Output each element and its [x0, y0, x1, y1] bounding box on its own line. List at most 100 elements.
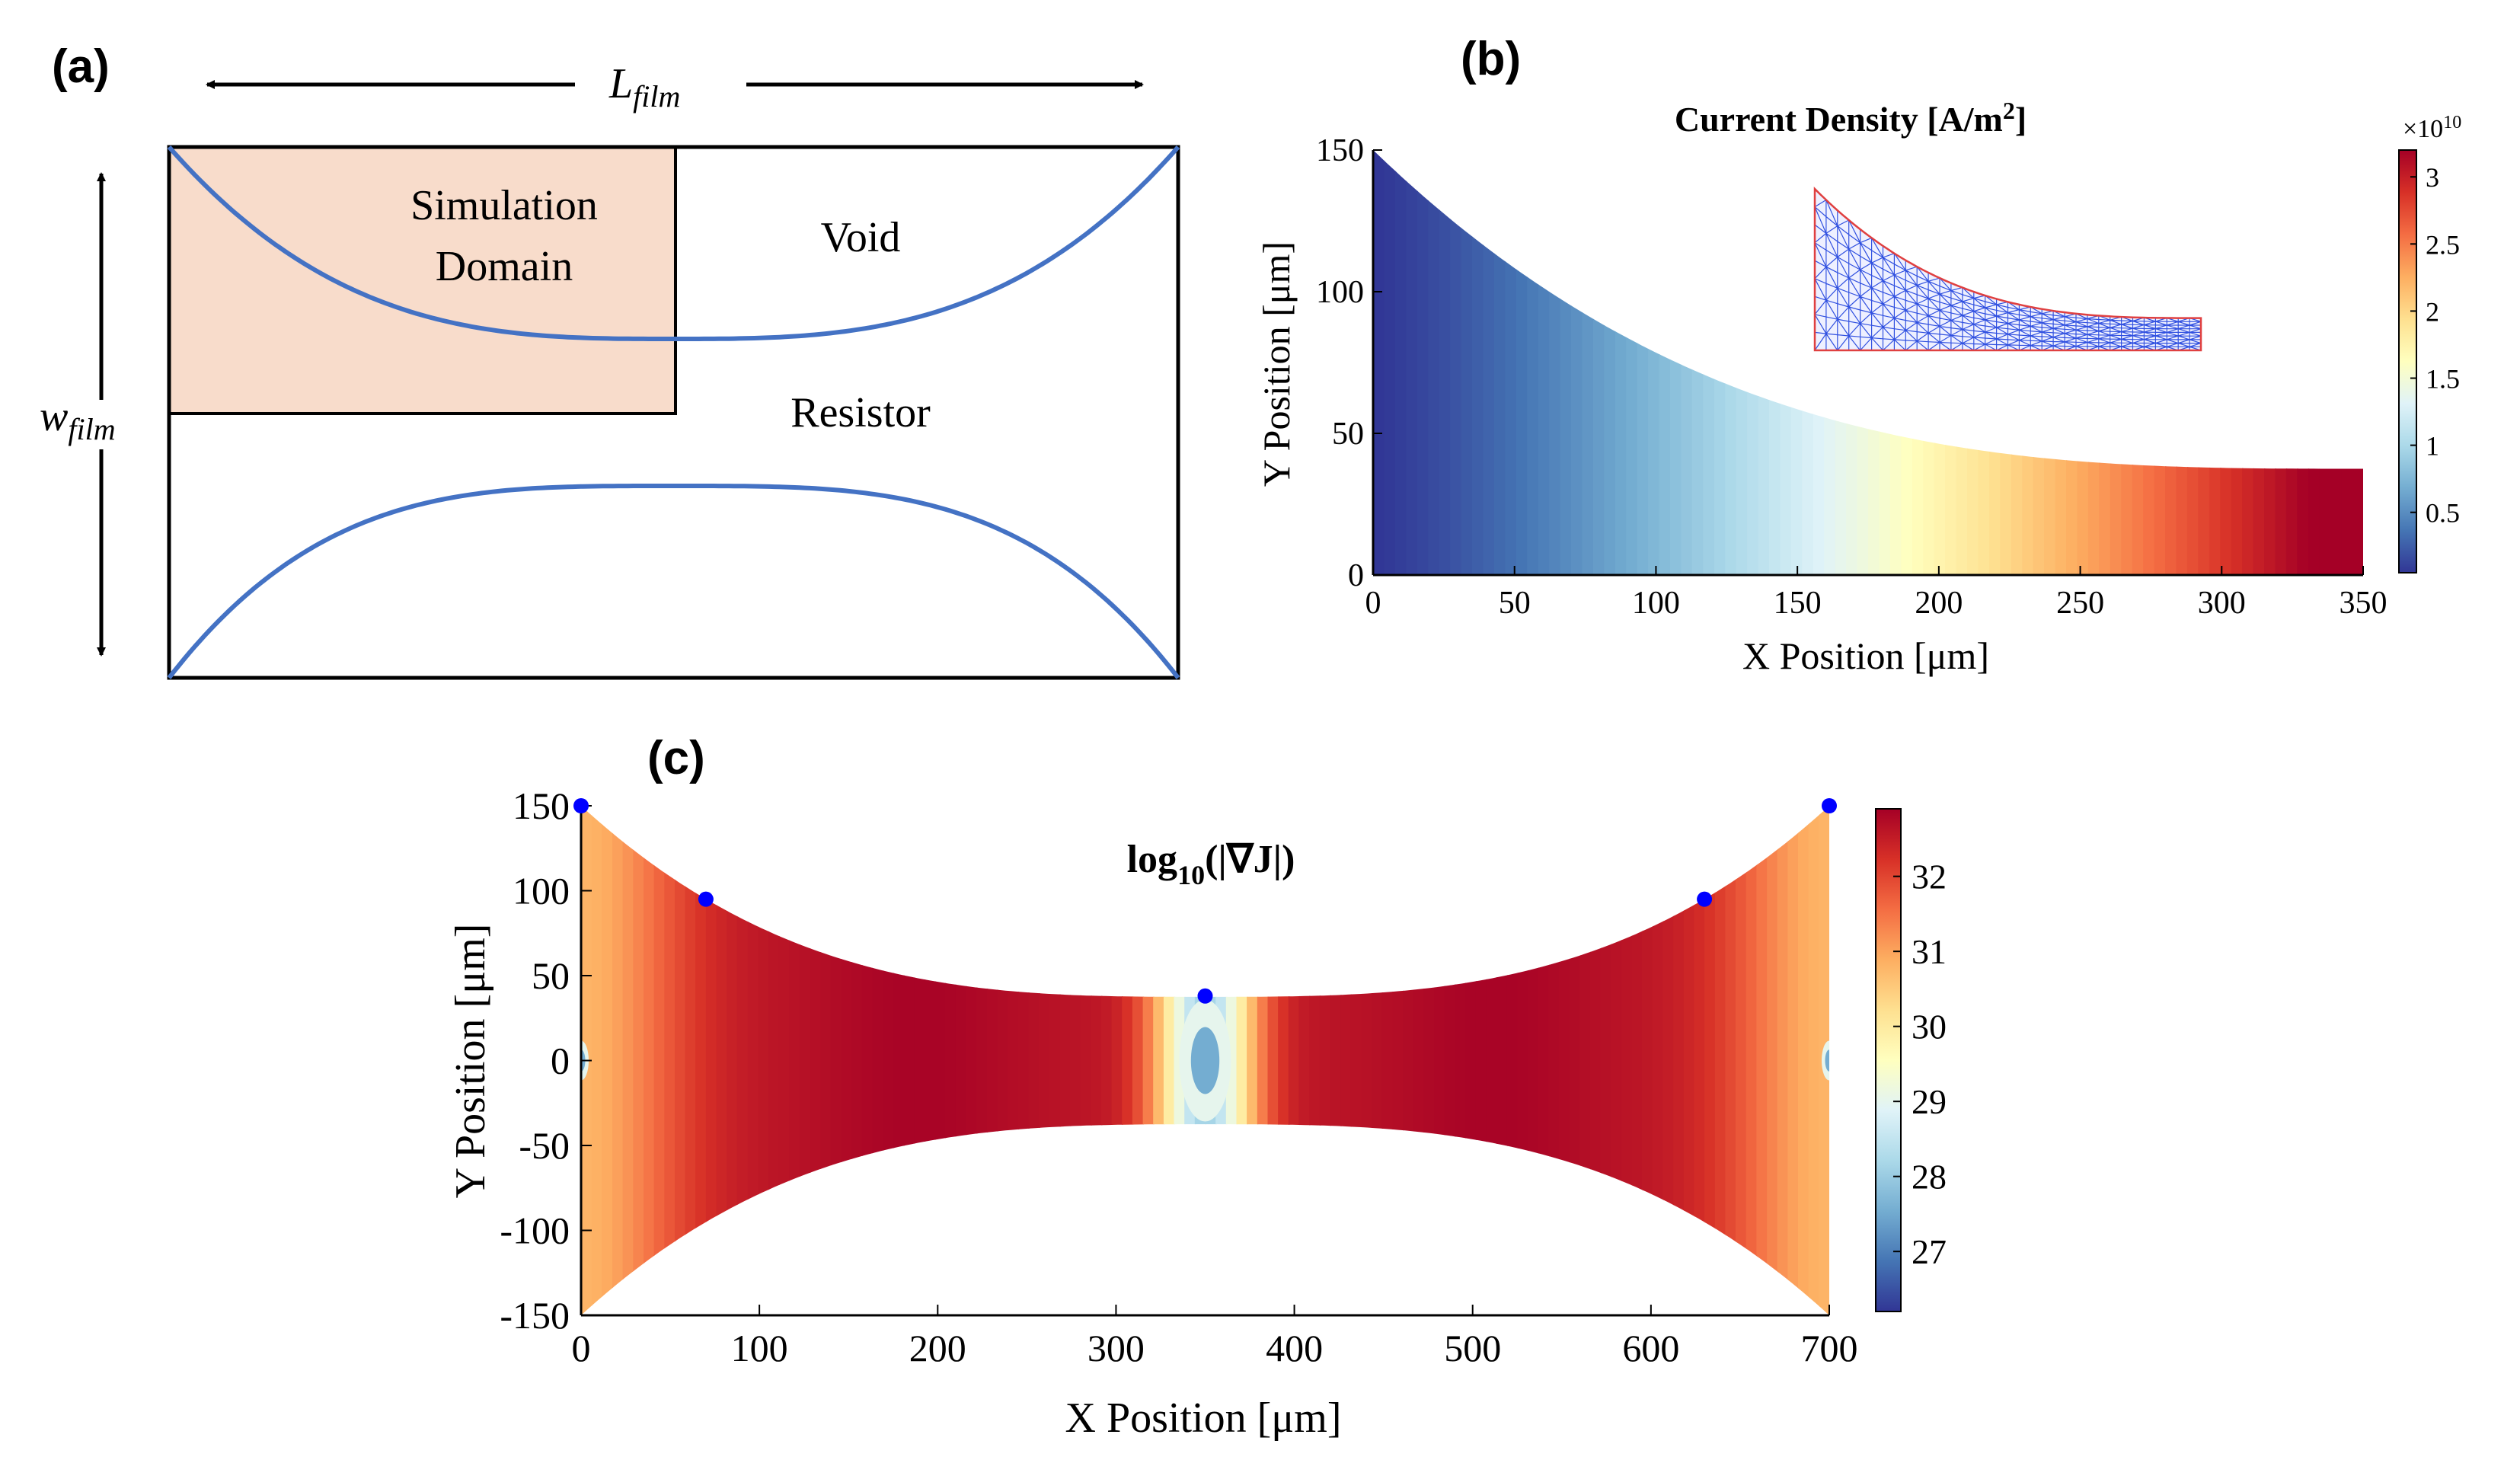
chart-c-marker [1697, 891, 1713, 907]
field-c-strip [1091, 806, 1103, 1315]
chart-b-ytick-label: 100 [1316, 275, 1364, 310]
chart-c-xtick-label: 600 [1622, 1327, 1679, 1369]
field-c-strip [1330, 806, 1342, 1315]
field-c-strip [1434, 806, 1446, 1315]
field-c-strip [789, 806, 801, 1315]
void-boundary-bottom [167, 484, 1180, 679]
field-c-strip [914, 806, 926, 1315]
field-b-strip [1670, 150, 1682, 575]
field-c-strip [1153, 806, 1165, 1315]
field-c-strip [810, 806, 822, 1315]
chart-c-xlabel: X Position [μm] [1065, 1395, 1342, 1442]
field-c-strip [1017, 806, 1030, 1315]
panel-a-label: (a) [52, 40, 110, 93]
field-b-strip [1560, 150, 1573, 575]
field-c-strip [602, 806, 614, 1315]
field-b-strip [1384, 150, 1397, 575]
field-b-strip [1879, 150, 1892, 575]
field-c-strip [799, 806, 811, 1315]
field-c-strip [1538, 806, 1550, 1315]
field-c-strip [685, 806, 697, 1315]
chart-c-colorbar-tick-label: 32 [1912, 858, 1947, 896]
mesh-inset [1813, 186, 2202, 352]
field-b-strip [1681, 150, 1694, 575]
field-c-strip [591, 806, 603, 1315]
field-b-strip [2165, 150, 2177, 575]
field-b-strip [1615, 150, 1627, 575]
field-b-strip [1450, 150, 1462, 575]
field-c-strip [1756, 806, 1768, 1315]
chart-c-colorbar-tick-label: 31 [1912, 932, 1947, 971]
field-c-strip [612, 806, 624, 1315]
field-c-strip [924, 806, 936, 1315]
field-b-strip [2209, 150, 2221, 575]
chart-b-ytick-label: 0 [1348, 558, 1364, 593]
chart-b-ytick-label: 150 [1316, 133, 1364, 168]
field-b-strip [2154, 150, 2167, 575]
field-c-strip [768, 806, 781, 1315]
field-b-strip [2011, 150, 2023, 575]
field-b-strip [1493, 150, 1506, 575]
field-c-strip [695, 806, 707, 1315]
field-b-strip [1868, 150, 1880, 575]
field-c-strip [1392, 806, 1404, 1315]
void-boundary-top [167, 145, 1180, 341]
chart-b-xlabel: X Position [μm] [1742, 634, 1989, 677]
field-b-strip [2022, 150, 2035, 575]
chart-c-ytick-label: 100 [513, 870, 570, 912]
field-b-strip [2110, 150, 2122, 575]
field-c-strip [1069, 806, 1082, 1315]
field-b-strip [2285, 150, 2298, 575]
field-c-strip [1298, 806, 1311, 1315]
field-b-strip [2121, 150, 2134, 575]
field-c-strip [997, 806, 1009, 1315]
chart-b-xtick-label: 200 [1915, 586, 1963, 621]
chart-c-ticks: 0 100 200 300 400 500 600 700150100500-50-100-1… [500, 784, 1857, 1369]
field-b-strip [2297, 150, 2310, 575]
field-b-strip [1945, 150, 1957, 575]
field-c-strip [1725, 806, 1737, 1315]
field-b-strip [1637, 150, 1650, 575]
field-c-strip [1350, 806, 1362, 1315]
chart-c-ytick-label: 0 [551, 1040, 570, 1082]
chart-c-xtick-label: 0 [572, 1327, 591, 1369]
field-c-strip [716, 806, 728, 1315]
chart-b-xtick-label: 150 [1774, 586, 1822, 621]
field-c-minimum-core [1190, 1027, 1220, 1094]
field-b-strip [1703, 150, 1716, 575]
field-c-strip [1558, 806, 1571, 1315]
field-c-strip [1039, 806, 1051, 1315]
field-b-strip [2132, 150, 2145, 575]
field-b-strip [1505, 150, 1518, 575]
field-c-strip [1444, 806, 1456, 1315]
field-b-strip [1758, 150, 1771, 575]
field-b-strip [2077, 150, 2090, 575]
chart-b-xtick-label: 50 [1499, 586, 1531, 621]
chart-b-title: Current Density [A/m2] [1675, 97, 2027, 139]
field-c-strip [934, 806, 947, 1315]
field-b-strip [1967, 150, 1979, 575]
chart-b-colorbar-tick-label: 1.5 [2426, 364, 2460, 395]
field-c-strip [1767, 806, 1779, 1315]
field-c-strip [1745, 806, 1758, 1315]
field-b-strip [2308, 150, 2320, 575]
chart-c-xtick-label: 700 [1801, 1327, 1858, 1369]
chart-c-ytick-label: -150 [500, 1294, 570, 1337]
field-c-strip [1621, 806, 1633, 1315]
field-c-strip [1100, 806, 1113, 1315]
chart-b-ticks: 0 50 100 150 200 250 300 350 0 50 100 150 [1316, 133, 2387, 621]
chart-c-xtick-label: 400 [1266, 1327, 1323, 1369]
field-c-strip [1631, 806, 1643, 1315]
field-c-strip [1059, 806, 1072, 1315]
field-b-strip [1582, 150, 1595, 575]
field-c-strip [883, 806, 895, 1315]
field-c-strip [747, 806, 759, 1315]
panel-b: (b) Current Density [A/m2] 0 50 100 150 200 2… [1255, 33, 2461, 677]
field-c-strip [872, 806, 884, 1315]
field-c-strip [861, 806, 874, 1315]
field-c-strip [1028, 806, 1040, 1315]
field-b-strip [1571, 150, 1583, 575]
field-c-strip [1683, 806, 1695, 1315]
field-c-strip [1517, 806, 1529, 1315]
